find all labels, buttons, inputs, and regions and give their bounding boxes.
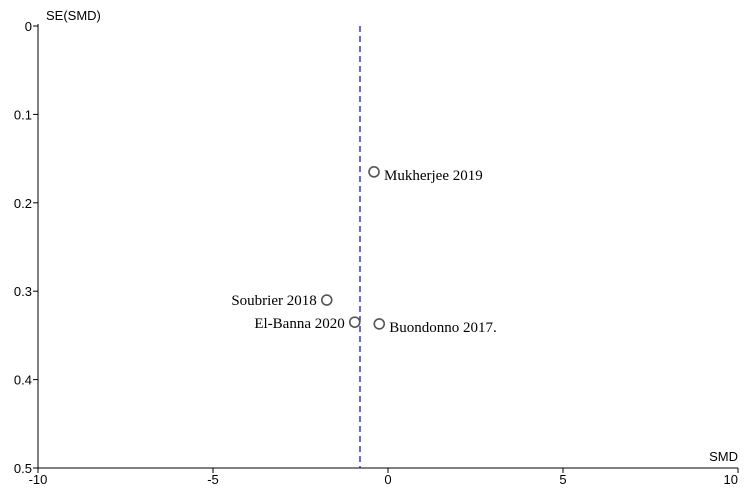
x-tick-label: -5 bbox=[207, 472, 219, 487]
study-point bbox=[373, 318, 386, 330]
study-point bbox=[348, 316, 361, 328]
y-axis: 0 0.1 0.2 0.3 0.4 0.5 bbox=[14, 19, 39, 476]
y-tick-label: 0.1 bbox=[14, 107, 32, 122]
study-points: Mukherjee 2019 Soubrier 2018 El-Banna 2020… bbox=[231, 166, 497, 336]
study-label: El-Banna 2020 bbox=[254, 316, 344, 332]
x-axis: -10 -5 0 5 10 bbox=[29, 467, 739, 487]
study-label: Soubrier 2018 bbox=[231, 293, 316, 309]
y-tick-label: 0.2 bbox=[14, 196, 32, 211]
study-label: Mukherjee 2019 bbox=[384, 168, 483, 184]
x-tick-label: -10 bbox=[29, 472, 48, 487]
x-axis-title: SMD bbox=[709, 449, 738, 464]
x-tick-label: 0 bbox=[384, 472, 391, 487]
study-point bbox=[368, 166, 380, 178]
study-label: Buondonno 2017. bbox=[389, 320, 497, 336]
y-tick-label: 0.3 bbox=[14, 284, 32, 299]
x-tick-label: 10 bbox=[724, 472, 738, 487]
x-tick-label: 5 bbox=[559, 472, 566, 487]
study-point bbox=[320, 294, 333, 306]
y-axis-title: SE(SMD) bbox=[46, 8, 101, 23]
y-tick-label: 0.4 bbox=[14, 373, 32, 388]
y-tick-label: 0.5 bbox=[14, 461, 32, 476]
y-tick-label: 0 bbox=[25, 19, 32, 34]
